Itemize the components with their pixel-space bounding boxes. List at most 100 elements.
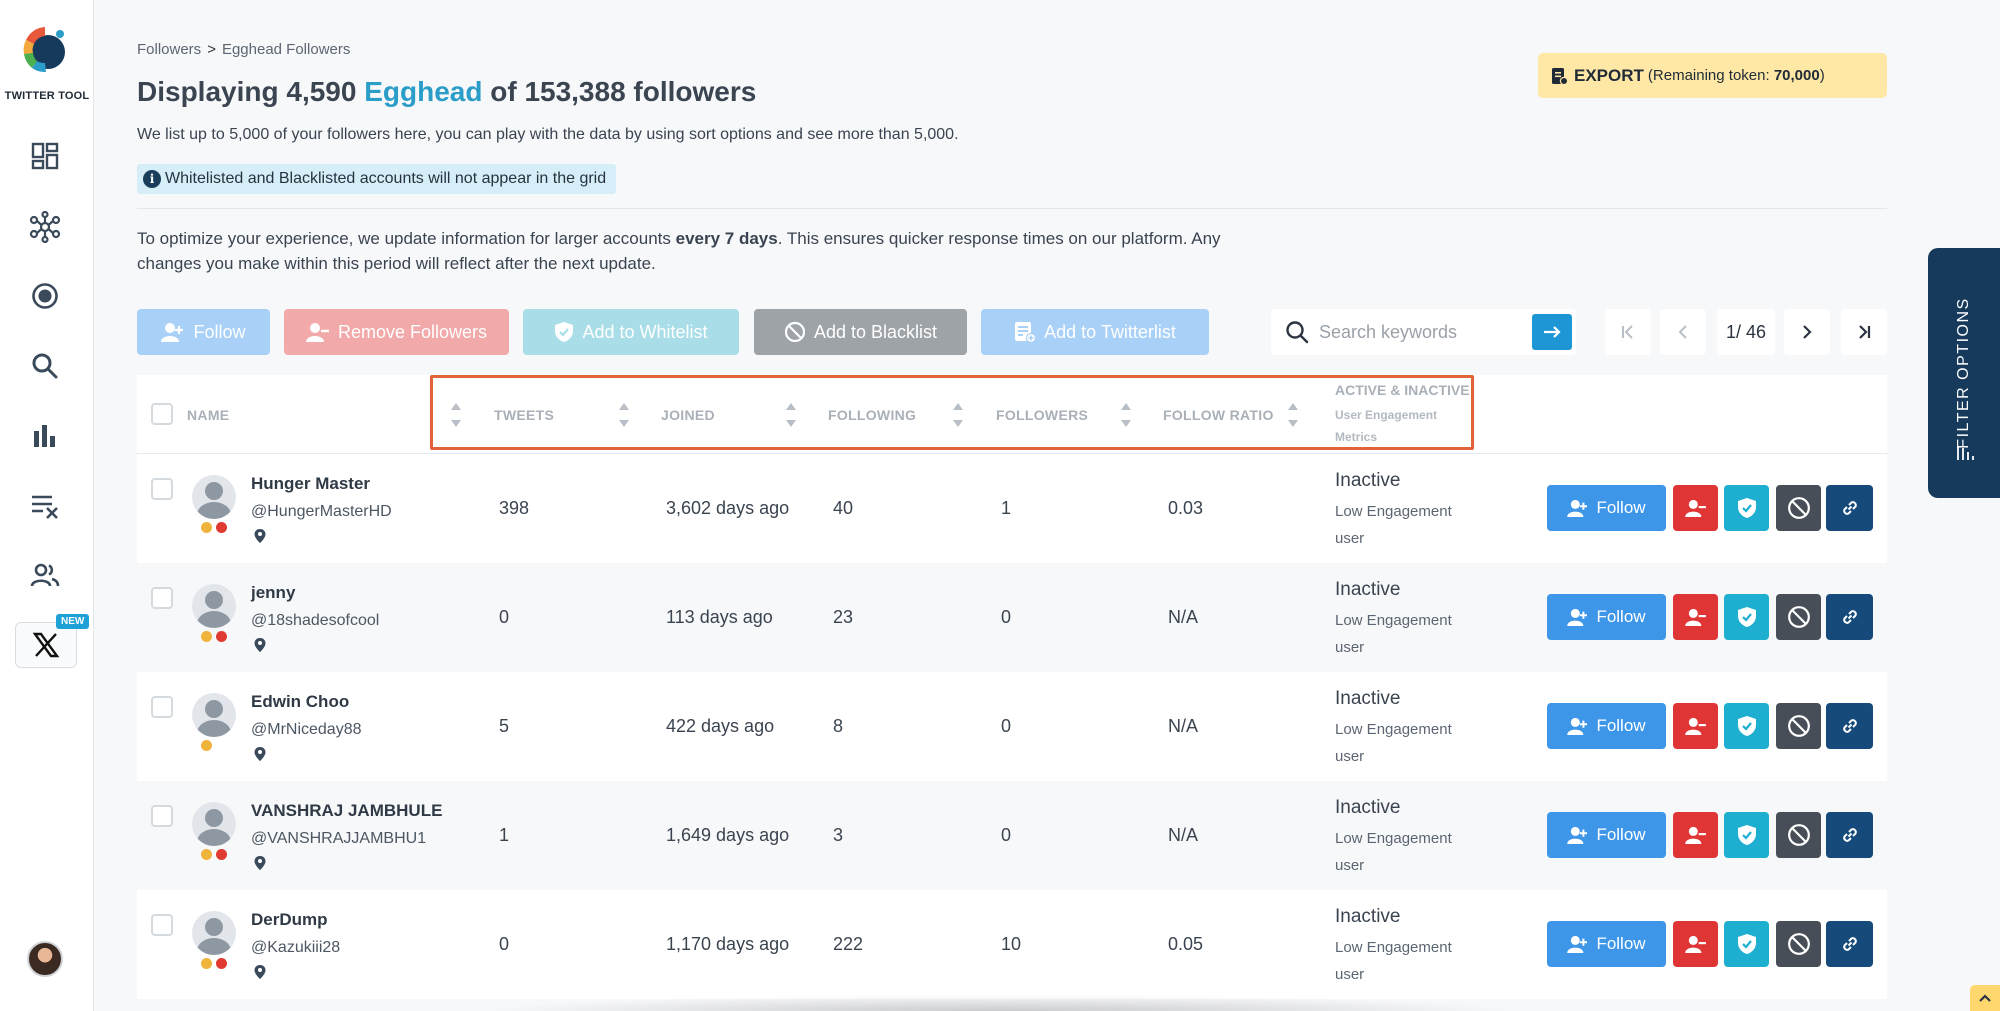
status-dot-red xyxy=(216,631,227,642)
column-follow-ratio[interactable]: FOLLOW RATIO xyxy=(1163,406,1274,423)
following-value: 23 xyxy=(833,607,854,627)
app-name: TWITTER TOOL xyxy=(4,90,90,102)
block-icon xyxy=(1787,824,1810,846)
add-to-whitelist-button[interactable]: Add to Whitelist xyxy=(523,309,739,355)
blacklist-button[interactable] xyxy=(1776,921,1821,967)
user-name[interactable]: Edwin Choo xyxy=(251,692,350,711)
sort-tweets-icon[interactable] xyxy=(450,401,462,429)
sort-following-icon[interactable] xyxy=(785,401,797,429)
avatar[interactable] xyxy=(192,584,236,628)
breadcrumb-followers-link[interactable]: Followers xyxy=(137,41,202,58)
previous-page-button[interactable] xyxy=(1660,309,1706,355)
column-joined[interactable]: JOINED xyxy=(661,406,715,423)
tweets-value: 1 xyxy=(499,825,510,845)
whitelist-button[interactable] xyxy=(1724,812,1769,858)
tweets-value: 5 xyxy=(499,716,510,736)
engagement-metric: Low Engagement user xyxy=(1335,503,1452,547)
target-icon[interactable] xyxy=(29,280,61,312)
filter-options-tab[interactable]: FILTER OPTIONS xyxy=(1928,248,2000,498)
sort-followers-icon[interactable] xyxy=(952,401,964,429)
joined-value: 422 days ago xyxy=(666,716,775,736)
last-page-button[interactable] xyxy=(1841,309,1887,355)
sort-joined-icon[interactable] xyxy=(618,401,630,429)
row-checkbox[interactable] xyxy=(151,696,173,718)
app-logo[interactable] xyxy=(20,24,70,74)
avatar[interactable] xyxy=(192,802,236,846)
network-icon[interactable] xyxy=(29,211,61,243)
followers-value: 0 xyxy=(1001,716,1012,736)
remove-follower-button[interactable] xyxy=(1673,921,1718,967)
search-icon[interactable] xyxy=(29,350,61,382)
row-checkbox[interactable] xyxy=(151,914,173,936)
profile-link-button[interactable] xyxy=(1826,485,1873,531)
bulk-follow-button[interactable]: Follow xyxy=(137,309,270,355)
row-checkbox[interactable] xyxy=(151,478,173,500)
joined-value: 1,649 days ago xyxy=(666,825,790,845)
follow-button[interactable]: Follow xyxy=(1547,594,1666,640)
avatar[interactable] xyxy=(192,693,236,737)
user-name[interactable]: DerDump xyxy=(251,910,328,929)
row-checkbox[interactable] xyxy=(151,587,173,609)
user-name[interactable]: jenny xyxy=(251,583,296,602)
remove-follower-button[interactable] xyxy=(1673,485,1718,531)
follow-button[interactable]: Follow xyxy=(1547,921,1666,967)
block-icon xyxy=(784,321,806,343)
column-followers[interactable]: FOLLOWERS xyxy=(996,406,1089,423)
follow-button[interactable]: Follow xyxy=(1547,812,1666,858)
whitelist-button[interactable] xyxy=(1724,485,1769,531)
user-avatar[interactable] xyxy=(27,941,63,977)
remove-follower-button[interactable] xyxy=(1673,594,1718,640)
whitelist-button[interactable] xyxy=(1724,921,1769,967)
status-dot-orange xyxy=(201,958,212,969)
sort-follow-ratio-icon[interactable] xyxy=(1120,401,1132,429)
select-all-checkbox[interactable] xyxy=(151,403,173,425)
search-input[interactable] xyxy=(1319,321,1519,343)
next-page-button[interactable] xyxy=(1784,309,1830,355)
engagement-metric: Low Engagement user xyxy=(1335,612,1452,656)
column-name[interactable]: NAME xyxy=(187,406,230,423)
clear-list-icon[interactable] xyxy=(29,490,61,522)
whitelist-button[interactable] xyxy=(1724,703,1769,749)
x-integration-button[interactable] xyxy=(15,622,77,668)
first-page-button[interactable] xyxy=(1605,309,1651,355)
following-value: 222 xyxy=(833,934,864,954)
profile-link-button[interactable] xyxy=(1826,703,1873,749)
whitelist-button[interactable] xyxy=(1724,594,1769,640)
avatar[interactable] xyxy=(192,475,236,519)
column-following[interactable]: FOLLOWING xyxy=(828,406,917,423)
remove-follower-button[interactable] xyxy=(1673,703,1718,749)
users-icon[interactable] xyxy=(29,559,61,591)
remove-followers-button[interactable]: Remove Followers xyxy=(284,309,509,355)
column-active-inactive[interactable]: ACTIVE & INACTIVE User Engagement Metric… xyxy=(1335,382,1470,448)
blacklist-button[interactable] xyxy=(1776,485,1821,531)
arrow-right-icon xyxy=(1544,326,1561,338)
sort-active-icon[interactable] xyxy=(1287,401,1299,429)
dashboard-icon[interactable] xyxy=(29,140,61,172)
profile-link-button[interactable] xyxy=(1826,921,1873,967)
profile-link-button[interactable] xyxy=(1826,812,1873,858)
add-to-twitterlist-button[interactable]: Add to Twitterlist xyxy=(981,309,1209,355)
export-file-icon xyxy=(1552,67,1568,85)
update-frequency-note: To optimize your experience, we update i… xyxy=(137,229,1221,273)
bar-chart-icon[interactable] xyxy=(29,420,61,452)
user-name[interactable]: VANSHRAJ JAMBHULE xyxy=(251,801,443,820)
first-page-icon xyxy=(1622,325,1633,339)
follow-button[interactable]: Follow xyxy=(1547,703,1666,749)
blacklist-button[interactable] xyxy=(1776,703,1821,749)
follow-button[interactable]: Follow xyxy=(1547,485,1666,531)
export-button[interactable]: EXPORT (Remaining token: 70,000) xyxy=(1538,53,1887,98)
add-to-blacklist-button[interactable]: Add to Blacklist xyxy=(754,309,967,355)
column-tweets[interactable]: TWEETS xyxy=(494,406,555,423)
blacklist-button[interactable] xyxy=(1776,594,1821,640)
blacklist-button[interactable] xyxy=(1776,812,1821,858)
profile-link-button[interactable] xyxy=(1826,594,1873,640)
table-row: jenny @18shadesofcool 0 113 days ago 23 0 N/A I… xyxy=(137,563,1887,672)
avatar[interactable] xyxy=(192,911,236,955)
row-checkbox[interactable] xyxy=(151,805,173,827)
search-submit-button[interactable] xyxy=(1532,314,1572,350)
user-name[interactable]: Hunger Master xyxy=(251,474,371,493)
export-label: EXPORT xyxy=(1574,65,1644,85)
link-icon xyxy=(1842,719,1857,733)
scroll-to-top-button[interactable] xyxy=(1970,985,2000,1011)
remove-follower-button[interactable] xyxy=(1673,812,1718,858)
